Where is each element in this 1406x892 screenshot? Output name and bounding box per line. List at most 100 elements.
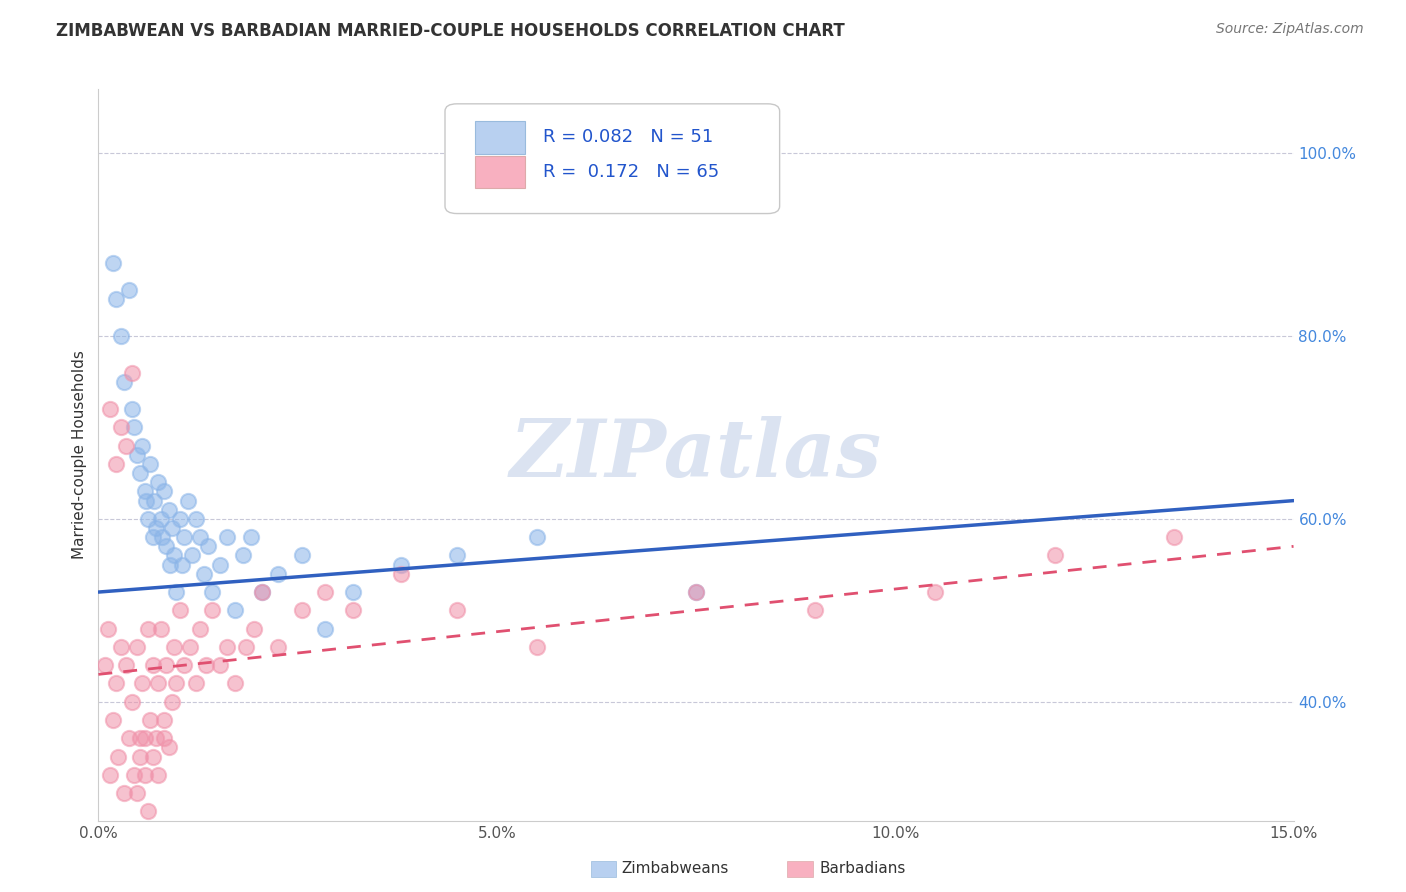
Point [184,676,207,690]
Point [267,640,290,654]
Point [240,530,263,544]
Point [134,484,156,499]
Point [136,805,159,819]
Point [142,530,165,544]
Point [389,566,412,581]
Point [155,539,177,553]
Text: Zimbabweans: Zimbabweans [621,862,728,876]
Point [235,640,257,654]
Point [157,503,180,517]
Point [804,603,827,617]
Point [121,402,143,417]
Point [118,731,141,746]
Point [148,676,170,690]
Point [139,457,162,471]
Point [217,530,239,544]
Point [160,521,183,535]
Point [446,603,468,617]
Point [169,512,191,526]
Point [148,475,170,490]
Point [134,731,156,746]
Point [181,549,204,563]
Point [163,640,186,654]
Point [190,622,212,636]
Text: Barbadians: Barbadians [820,862,905,876]
Point [166,585,188,599]
Point [342,585,364,599]
Point [124,768,146,782]
Point [208,658,231,673]
Point [224,676,246,690]
Point [131,439,153,453]
Point [128,749,150,764]
Point [176,493,198,508]
Point [163,549,186,563]
Point [172,558,194,572]
Point [112,375,135,389]
Point [149,512,172,526]
Point [526,640,548,654]
Point [250,585,273,599]
Point [110,329,132,343]
Point [195,658,218,673]
Point [128,731,150,746]
Point [142,749,165,764]
Point [184,512,207,526]
Text: ZIPatlas: ZIPatlas [510,417,882,493]
Point [139,713,162,727]
Point [200,585,222,599]
Y-axis label: Married-couple Households: Married-couple Households [72,351,87,559]
Text: R =  0.172   N = 65: R = 0.172 N = 65 [543,163,720,181]
Point [208,558,231,572]
Point [104,676,127,690]
Point [136,512,159,526]
Point [115,439,138,453]
Point [142,658,165,673]
Point [115,658,138,673]
Point [101,256,124,270]
Point [125,448,148,462]
Point [389,558,412,572]
Point [121,695,143,709]
Text: ZIMBABWEAN VS BARBADIAN MARRIED-COUPLE HOUSEHOLDS CORRELATION CHART: ZIMBABWEAN VS BARBADIAN MARRIED-COUPLE H… [56,22,845,40]
Point [101,713,124,727]
Point [148,768,170,782]
Point [526,530,548,544]
Point [243,622,266,636]
Point [217,640,239,654]
Point [315,585,337,599]
Point [125,786,148,800]
FancyBboxPatch shape [475,121,524,153]
Point [94,658,117,673]
Point [104,457,127,471]
Point [157,740,180,755]
Point [267,566,290,581]
Text: R = 0.082   N = 51: R = 0.082 N = 51 [543,128,713,146]
Point [173,530,195,544]
Point [291,603,314,617]
Point [224,603,246,617]
Point [173,658,195,673]
Point [145,521,167,535]
Point [169,603,191,617]
Point [118,284,141,298]
Point [152,484,174,499]
Point [924,585,946,599]
Point [136,622,159,636]
Point [200,603,222,617]
Point [160,695,183,709]
Point [159,558,181,572]
Point [685,585,707,599]
Point [121,366,143,380]
Point [104,293,127,307]
Point [155,658,177,673]
FancyBboxPatch shape [475,156,524,188]
Point [446,549,468,563]
Point [291,549,314,563]
Point [1043,549,1066,563]
Point [107,749,129,764]
Point [149,622,172,636]
Point [98,402,122,417]
Point [190,530,212,544]
Point [131,676,153,690]
